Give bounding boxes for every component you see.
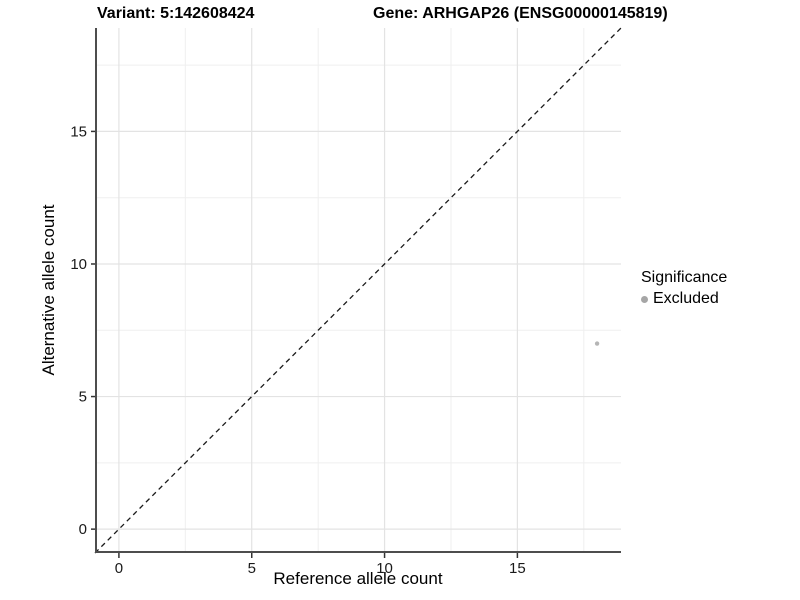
y-tick-label: 15 (70, 123, 87, 140)
y-tick-label: 0 (79, 521, 87, 538)
x-axis-title: Reference allele count (273, 569, 443, 588)
plot-title-variant: Variant: 5:142608424 (97, 5, 255, 22)
plot-panel: 0 5 10 15 0 5 10 15 (70, 27, 622, 577)
data-point (594, 341, 600, 346)
legend: Significance Excluded (641, 269, 727, 308)
legend-item-excluded: Excluded (641, 290, 727, 308)
y-tick-label: 10 (70, 256, 87, 273)
plot-title-gene: Gene: ARHGAP26 (ENSG00000145819) (373, 5, 668, 22)
legend-item-label: Excluded (653, 290, 719, 307)
x-tick-label: 0 (115, 560, 123, 577)
chart-canvas: 0 5 10 15 0 5 10 15 (70, 27, 622, 577)
y-axis-title: Alternative allele count (39, 204, 58, 376)
x-tick-label: 15 (509, 560, 526, 577)
y-tick-label: 5 (79, 389, 87, 406)
legend-key-circle-icon (641, 295, 648, 303)
legend-title: Significance (641, 269, 728, 286)
x-tick-label: 10 (376, 560, 393, 577)
x-tick-label: 5 (248, 560, 256, 577)
identity-reference-line (94, 27, 622, 554)
